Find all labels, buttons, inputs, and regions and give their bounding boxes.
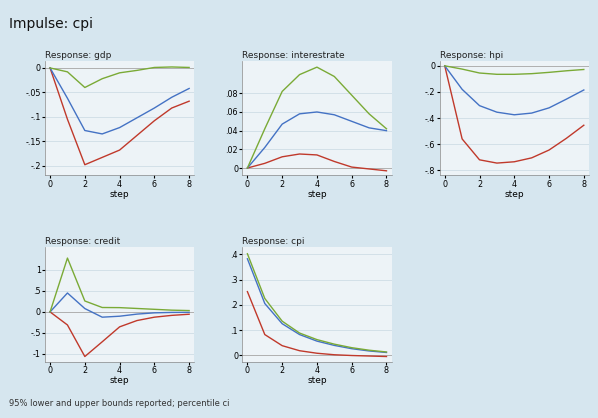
Text: 95% lower and upper bounds reported; percentile ci: 95% lower and upper bounds reported; per… bbox=[9, 398, 230, 408]
Text: Impulse: cpi: Impulse: cpi bbox=[9, 17, 93, 31]
X-axis label: step: step bbox=[307, 376, 327, 385]
Text: Response: cpi: Response: cpi bbox=[242, 237, 305, 246]
X-axis label: step: step bbox=[505, 190, 524, 199]
Text: Response: hpi: Response: hpi bbox=[440, 51, 503, 60]
Text: Response: gdp: Response: gdp bbox=[45, 51, 111, 60]
Text: Response: interestrate: Response: interestrate bbox=[242, 51, 345, 60]
X-axis label: step: step bbox=[307, 190, 327, 199]
Text: Response: credit: Response: credit bbox=[45, 237, 120, 246]
X-axis label: step: step bbox=[110, 190, 129, 199]
X-axis label: step: step bbox=[110, 376, 129, 385]
